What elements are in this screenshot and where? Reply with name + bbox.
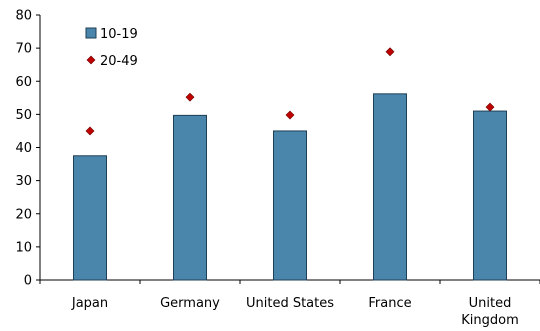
marker-20-49 — [185, 92, 195, 102]
marker-20-49 — [285, 110, 295, 120]
markers — [85, 47, 495, 136]
x-category-label: United States — [246, 296, 334, 311]
legend-label-10-19: 10-19 — [100, 27, 138, 42]
legend-swatch-10-19 — [85, 27, 97, 39]
x-axis-labels: Japan Germany United States France United Kin… — [71, 296, 519, 328]
y-tick-label: 70 — [15, 42, 32, 57]
legend-label-20-49: 20-49 — [100, 54, 138, 69]
y-axis-ticks: 0 10 20 30 40 50 60 70 80 — [15, 9, 40, 289]
y-tick-label: 10 — [15, 240, 32, 255]
y-tick-label: 30 — [15, 174, 32, 189]
legend: 10-19 20-49 — [85, 27, 138, 69]
y-tick-label: 20 — [15, 207, 32, 222]
x-category-label: France — [368, 296, 411, 311]
marker-20-49 — [385, 47, 395, 57]
y-tick-label: 40 — [15, 141, 32, 156]
x-category-label: United — [469, 296, 512, 311]
bar-10-19 — [273, 130, 307, 281]
bar-10-19 — [73, 155, 107, 281]
y-tick-label: 0 — [24, 274, 32, 289]
bars — [73, 93, 507, 281]
bar-10-19 — [373, 93, 407, 281]
y-tick-label: 50 — [15, 108, 32, 123]
bar-10-19 — [173, 114, 207, 281]
x-category-label: Kingdom — [461, 313, 519, 328]
bar-10-19 — [473, 110, 507, 281]
marker-20-49 — [485, 102, 495, 112]
y-tick-label: 60 — [15, 75, 32, 90]
marker-20-49 — [85, 126, 95, 136]
x-category-label: Germany — [160, 296, 220, 311]
legend-swatch-20-49 — [86, 55, 96, 65]
y-tick-label: 80 — [15, 9, 32, 24]
x-category-label: Japan — [71, 296, 108, 311]
